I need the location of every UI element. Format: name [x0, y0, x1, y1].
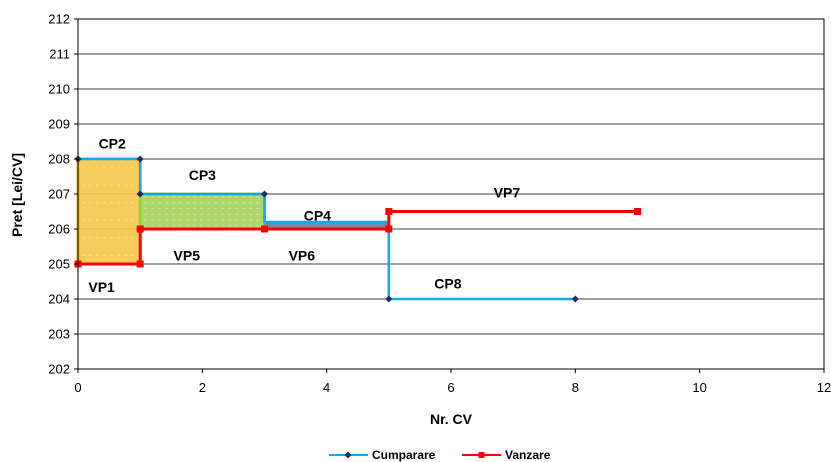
x-tick-label-12: 12: [817, 380, 831, 395]
y-tick-label-211: 211: [49, 47, 70, 62]
point-vanzare-5: [385, 208, 393, 215]
legend-marker-vanzare: [478, 452, 485, 458]
legend-item-vanzare: Vanzare: [462, 448, 551, 462]
annotation-cp3: CP3: [189, 167, 216, 183]
point-cumparare-2: [136, 190, 144, 198]
y-tick-label-209: 209: [48, 117, 70, 132]
highlight-regions: [76, 157, 389, 266]
annotation-cp8: CP8: [434, 275, 461, 291]
legend: Cumparare Vanzare: [329, 448, 551, 462]
region-cp3: [138, 192, 267, 231]
legend-label-vanzare: Vanzare: [505, 448, 551, 462]
point-vanzare-4: [385, 225, 393, 233]
y-tick-label-203: 203: [48, 327, 70, 342]
point-cumparare-3: [260, 190, 269, 198]
region-cp2: [76, 157, 142, 266]
annotation-vp6: VP6: [289, 247, 316, 263]
x-axis-title: Nr. CV: [430, 411, 473, 427]
x-tick-label-6: 6: [447, 380, 454, 395]
annotations: CP2 CP3 CP4 VP7 VP5 VP6 CP8 VP1: [88, 135, 520, 295]
annotation-cp4: CP4: [304, 208, 331, 224]
x-tick-label-2: 2: [199, 380, 206, 395]
x-tick-label-0: 0: [74, 380, 81, 395]
legend-item-cumparare: Cumparare: [329, 448, 436, 462]
annotation-vp7: VP7: [494, 184, 521, 200]
x-tick-label-4: 4: [323, 380, 330, 395]
y-tick-label-202: 202: [48, 362, 70, 377]
y-tick-label-212: 212: [48, 12, 70, 27]
y-tick-label-205: 205: [48, 257, 70, 272]
axes: 202 203 204 205 206 207 208 209 210 211 212 0 2 4 6 8 10…: [48, 12, 831, 396]
point-vanzare-1: [136, 260, 144, 268]
y-tick-label-206: 206: [48, 222, 70, 237]
y-tick-label-208: 208: [48, 152, 70, 167]
point-vanzare-3: [261, 225, 268, 233]
y-axis-title: Pret [Lei/CV]: [9, 153, 25, 237]
x-tick-label-8: 8: [572, 380, 579, 395]
point-cumparare-5: [571, 295, 579, 303]
point-cumparare-1: [136, 155, 144, 163]
region-cp4: [264, 222, 389, 229]
y-tick-label-207: 207: [48, 187, 70, 202]
annotation-cp2: CP2: [99, 135, 126, 151]
annotation-vp1: VP1: [88, 279, 115, 295]
series-lines: [74, 155, 641, 303]
point-cumparare-4: [385, 295, 393, 303]
annotation-vp5: VP5: [174, 247, 201, 263]
legend-marker-cumparare: [344, 451, 352, 459]
point-vanzare-2: [136, 225, 144, 233]
legend-label-cumparare: Cumparare: [372, 448, 436, 462]
x-tick-label-10: 10: [692, 380, 706, 395]
point-vanzare-6: [634, 208, 641, 215]
series-line-cumparare: [78, 157, 576, 301]
y-tick-label-210: 210: [48, 82, 70, 97]
y-tick-label-204: 204: [48, 292, 70, 307]
plot-area-border: [77, 18, 825, 370]
